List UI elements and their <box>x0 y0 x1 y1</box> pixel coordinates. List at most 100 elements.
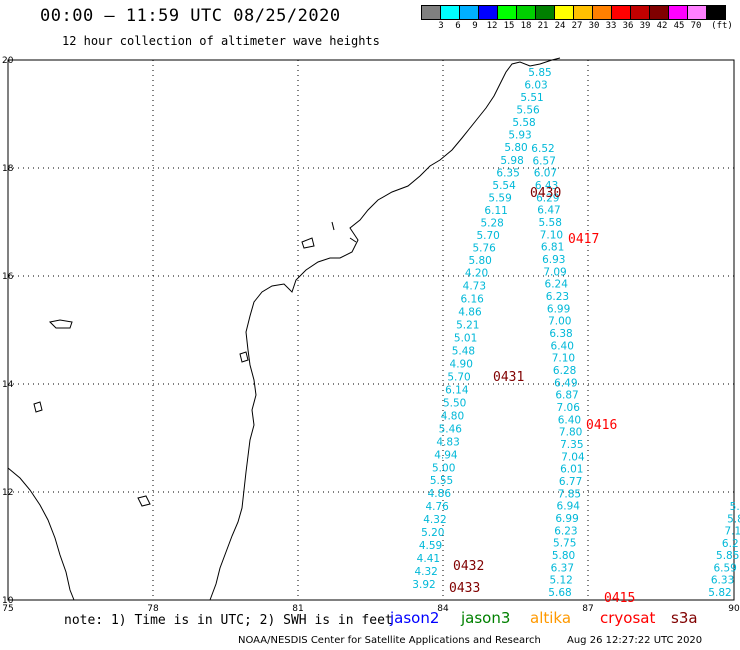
page-title: 00:00 – 11:59 UTC 08/25/2020 <box>40 6 341 26</box>
wave-height-value: 5.1 <box>730 501 740 513</box>
wave-height-value: 6.01 <box>560 464 583 476</box>
colorbar-label: 12 <box>486 21 498 31</box>
wave-height-value: 4.32 <box>414 566 437 578</box>
wave-height-value: 5.01 <box>454 333 477 345</box>
footnote: note: 1) Time is in UTC; 2) SWH is in fe… <box>64 613 393 628</box>
colorbar-label: 9 <box>472 21 478 31</box>
colorbar-label: 27 <box>571 21 583 31</box>
wave-height-value: 5.59 <box>488 192 511 204</box>
wave-height-value: 6.07 <box>534 168 557 180</box>
longitude-label: 87 <box>582 604 593 614</box>
wave-height-value: 7.10 <box>552 353 575 365</box>
pass-time-labels: 0430 0417 0431 0416 0432 0433 0415 <box>449 186 635 606</box>
satellite-legend-item: cryosat <box>600 609 656 627</box>
wave-height-value: 4.83 <box>436 436 459 448</box>
wave-height-value: 4.41 <box>417 553 440 565</box>
wave-height-value: 7.00 <box>548 316 571 328</box>
wave-height-value: 5.51 <box>520 92 543 104</box>
wave-height-value: 6.52 <box>531 143 554 155</box>
wave-height-value: 4.90 <box>450 358 473 370</box>
wave-height-value: 6.37 <box>551 562 574 574</box>
wave-height-value: 6.59 <box>713 562 736 574</box>
wave-height-value: 4.76 <box>425 501 449 513</box>
wave-height-value: 5.12 <box>549 575 572 587</box>
wave-height-value: 6.40 <box>551 340 574 352</box>
wave-height-value: 4.73 <box>463 281 486 293</box>
island-7 <box>239 351 249 363</box>
wave-height-value: 5.28 <box>480 217 503 229</box>
wave-height-value: 5.76 <box>472 243 496 255</box>
wave-height-value: 6.38 <box>549 328 572 340</box>
wave-height-value: 5.98 <box>500 155 523 167</box>
wave-height-value: 5.80 <box>552 550 575 562</box>
wave-height-value: 6.2 <box>722 538 739 550</box>
pass-time-label: 0432 <box>453 559 484 574</box>
wave-height-value: 6.99 <box>547 303 570 315</box>
island-3 <box>137 495 151 507</box>
wave-height-value: 6.11 <box>484 205 507 217</box>
wave-height-value: 4.94 <box>434 449 458 461</box>
wave-height-value: 4.20 <box>465 268 488 280</box>
wave-height-value: 6.23 <box>546 291 569 303</box>
wave-height-value: 5.46 <box>439 423 463 435</box>
longitude-label: 84 <box>437 604 449 614</box>
wave-height-value: 6.77 <box>559 476 582 488</box>
wave-height-value: 6.24 <box>545 279 569 291</box>
graticule: 75 78 81 84 87 90 20 18 16 14 12 10 <box>2 56 740 614</box>
wave-height-value: 6.29 <box>536 192 559 204</box>
map-frame <box>7 59 735 601</box>
colorbar-label: 70 <box>690 21 702 31</box>
wave-height-value: 4.86 <box>428 488 452 500</box>
wave-height-value: 7.85 <box>558 488 581 500</box>
wave-height-value: 4.59 <box>419 540 442 552</box>
wave-height-value: 5.48 <box>452 346 475 358</box>
pass-time-label: 0433 <box>449 581 480 596</box>
pass-time-label: 0431 <box>493 370 524 385</box>
wave-height-value: 6.57 <box>533 155 556 167</box>
pass-time-label: 0430 <box>530 186 561 201</box>
wave-height-value: 5.54 <box>492 180 516 192</box>
wave-height-value: 6.93 <box>542 254 565 266</box>
credit-line: NOAA/NESDIS Center for Satellite Applica… <box>238 635 541 646</box>
pass-time-label: 0415 <box>604 591 635 606</box>
wave-height-value: 5.80 <box>504 142 527 154</box>
wave-height-value: 4.80 <box>441 410 464 422</box>
wave-height-value: 5.85 <box>528 67 551 79</box>
wave-height-colorbar <box>421 5 726 20</box>
wave-height-value: 6.81 <box>541 242 564 254</box>
colorbar-label: 24 <box>554 21 566 31</box>
wave-height-value: 6.03 <box>524 80 547 92</box>
wave-height-value: 5.85 <box>716 550 739 562</box>
wave-height-value: 5.75 <box>553 538 576 550</box>
wave-height-value: 7.35 <box>560 439 583 451</box>
latitude-label: 16 <box>2 272 14 282</box>
latitude-label: 10 <box>2 596 14 606</box>
colorbar-label: 30 <box>588 21 600 31</box>
island-6 <box>349 237 357 243</box>
colorbar-label: 21 <box>537 21 549 31</box>
island-4 <box>301 237 315 249</box>
wave-height-value: 5.68 <box>548 587 571 599</box>
colorbar-swatch <box>706 5 726 20</box>
wave-height-value: 5.58 <box>512 117 535 129</box>
mainland-coast <box>7 467 75 601</box>
satellite-legend-item: jason3 <box>461 609 511 627</box>
wave-height-value: 6.49 <box>554 377 577 389</box>
wave-height-value: 6.43 <box>535 180 558 192</box>
colorbar-label: 6 <box>455 21 461 31</box>
wave-height-value: 5.70 <box>476 230 499 242</box>
island-5 <box>331 221 335 231</box>
latitude-label: 20 <box>2 56 14 66</box>
island-2 <box>33 401 43 413</box>
wave-height-value: 6.40 <box>558 414 581 426</box>
colorbar-label: 15 <box>503 21 515 31</box>
pass-time-label: 0416 <box>586 418 617 433</box>
wave-height-value: 5.82 <box>708 587 731 599</box>
wave-height-value: 5.56 <box>516 105 540 117</box>
wave-height-value: 7.06 <box>557 402 581 414</box>
wave-height-value: 5.70 <box>447 371 470 383</box>
generation-timestamp: Aug 26 12:27:22 UTC 2020 <box>567 635 703 646</box>
wave-height-value: 4.86 <box>458 307 482 319</box>
pass-time-label: 0417 <box>568 232 599 247</box>
